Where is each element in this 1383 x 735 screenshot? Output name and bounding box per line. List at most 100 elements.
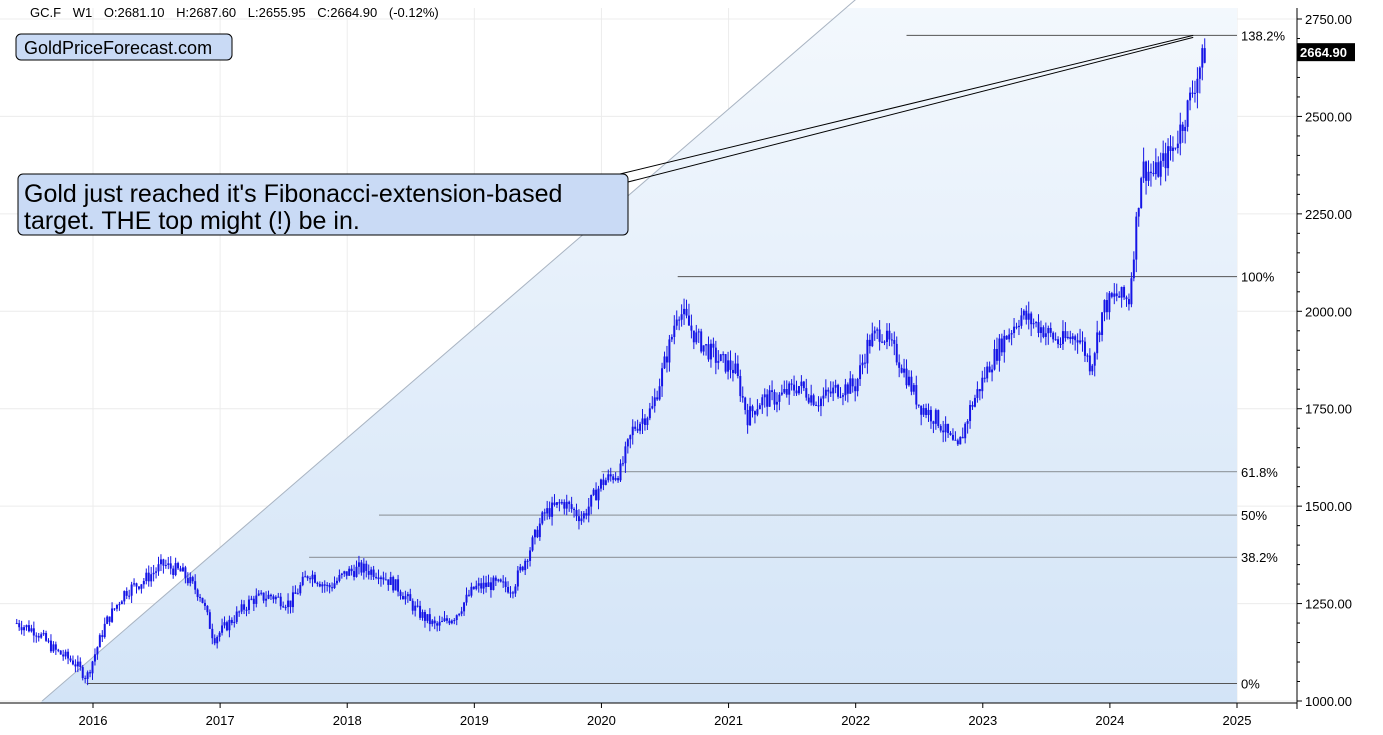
candle-body [360, 562, 363, 573]
candle-body [861, 362, 864, 366]
candle-body [267, 594, 270, 599]
candle-body [423, 612, 426, 621]
candle-body [969, 405, 972, 422]
candle-body [316, 582, 319, 584]
candle-body [357, 562, 360, 567]
candle-body [697, 331, 700, 333]
candle-body [582, 513, 585, 519]
candle-body [932, 421, 935, 424]
x-tick-label: 2023 [968, 713, 997, 728]
candle-body [883, 341, 886, 343]
candle-body [812, 395, 815, 405]
open-value: O:2681.10 [104, 5, 165, 20]
candle-body [541, 512, 544, 524]
candle-body [619, 463, 622, 481]
candle-body [62, 654, 65, 657]
candle-body [416, 605, 419, 607]
candle-body [604, 480, 607, 485]
candle-body [472, 586, 475, 589]
candle-body [1030, 313, 1033, 325]
candle-body [822, 395, 825, 399]
candle-body [1035, 322, 1038, 324]
candle-body [1042, 327, 1045, 337]
candle-body [841, 395, 844, 397]
x-tick-label: 2016 [79, 713, 108, 728]
x-tick-label: 2021 [714, 713, 743, 728]
candle-body [331, 587, 334, 589]
candle-body [1020, 315, 1023, 326]
candle-body [333, 583, 336, 589]
candle-body [1132, 259, 1135, 279]
candle-body [269, 594, 272, 597]
candle-body [1093, 353, 1096, 366]
candle-body [631, 426, 634, 436]
candle-body [1101, 312, 1104, 335]
candle-body [543, 512, 546, 514]
candle-body [287, 600, 290, 608]
candle-body [240, 604, 243, 612]
candle-body [859, 365, 862, 380]
candle-body [966, 421, 969, 424]
candle-body [1169, 146, 1172, 151]
candle-body [492, 577, 495, 590]
candle-body [856, 379, 859, 392]
candle-body [1086, 355, 1089, 357]
candle-body [585, 513, 588, 516]
candle-body [59, 650, 62, 655]
candle-body [340, 573, 343, 576]
candle-body [311, 574, 314, 580]
candle-body [722, 354, 725, 356]
candle-body [1005, 335, 1008, 340]
x-tick-label: 2017 [206, 713, 235, 728]
candle-body [741, 396, 744, 398]
candle-body [934, 410, 937, 424]
candle-body [64, 651, 67, 657]
candle-body [587, 506, 590, 516]
candle-body [1083, 341, 1086, 356]
candle-body [519, 566, 522, 571]
candle-body [1157, 162, 1160, 177]
candle-body [1154, 162, 1157, 175]
candle-body [489, 582, 492, 590]
candle-body [626, 439, 629, 447]
candle-body [458, 613, 461, 616]
candle-body [898, 362, 901, 368]
candle-body [959, 436, 962, 445]
candle-body [238, 611, 241, 613]
candle-body [793, 384, 796, 391]
candle-body [477, 583, 480, 586]
candle-body [1105, 300, 1108, 313]
candle-body [998, 338, 1001, 361]
candle-body [304, 576, 307, 578]
candle-body [115, 604, 118, 609]
candle-body [463, 602, 466, 612]
candle-body [306, 576, 309, 579]
candle-body [504, 581, 507, 587]
candle-body [394, 579, 397, 591]
candle-body [1103, 300, 1106, 313]
candle-body [257, 593, 260, 596]
annotation-pointer-lines [619, 34, 1194, 183]
candle-body [157, 564, 160, 572]
candle-body [1196, 78, 1199, 93]
candle-body [1181, 124, 1184, 131]
candle-body [1091, 365, 1094, 372]
candle-body [106, 616, 109, 624]
candle-body [700, 331, 703, 352]
candle-body [685, 308, 688, 316]
candle-body [155, 571, 158, 573]
y-tick-label: 1250.00 [1305, 597, 1352, 612]
candle-body [379, 577, 382, 580]
candle-body [712, 343, 715, 348]
candle-body [372, 569, 375, 577]
fib-level-label: 0% [1241, 676, 1260, 691]
candle-body [800, 381, 803, 387]
candle-body [1125, 297, 1128, 300]
candle-body [419, 605, 422, 618]
candle-body [815, 404, 818, 406]
annotation-box [17, 173, 629, 236]
candle-body [668, 339, 671, 363]
candle-body [406, 594, 409, 597]
candle-body [120, 601, 123, 605]
candle-body [768, 390, 771, 407]
